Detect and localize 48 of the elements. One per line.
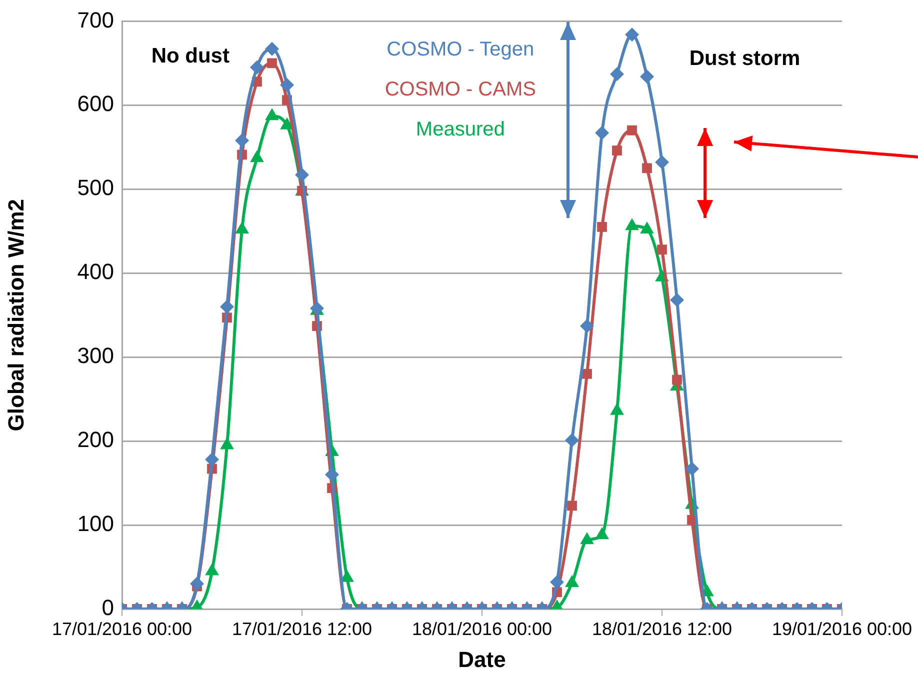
point [595,126,609,140]
x-tick-label: 18/01/2016 12:00 [592,618,732,639]
y-tick-label: 700 [77,7,114,32]
annotation: Dust storm [689,47,800,70]
y-tick-label: 100 [77,511,114,536]
y-tick-label: 300 [77,343,114,368]
point [610,67,624,82]
y-tick-label: 0 [102,595,114,620]
y-tick-label: 400 [77,259,114,284]
y-tick-label: 200 [77,427,114,452]
text: Measured [416,118,505,141]
x-axis-title: Date [458,646,506,672]
point [235,133,249,148]
point [610,402,624,415]
point [250,60,264,74]
y-tick-label: 500 [77,175,114,200]
point [595,527,609,540]
point [672,374,682,385]
y-tick-label: 600 [77,91,114,116]
point [627,125,637,136]
point [657,244,667,255]
point [280,78,294,92]
point [265,42,279,56]
point [655,155,669,170]
point [220,300,234,314]
annotation: No dust [151,44,230,68]
x-tick-label: 19/01/2016 00:00 [772,618,912,639]
point [565,574,579,587]
point [582,368,592,379]
point [580,319,594,334]
point [580,532,594,544]
point [612,146,622,156]
y-axis-title: Global radiation W/m2 [3,198,28,432]
x-tick-label: 17/01/2016 00:00 [52,618,192,639]
point [640,70,654,84]
point [670,292,684,307]
point [597,222,607,232]
point [205,563,219,576]
point [220,437,234,450]
point [642,163,652,174]
point [295,168,309,182]
text: COSMO - Tegen [386,38,534,61]
x-tick-label: 17/01/2016 12:00 [232,618,372,639]
point [267,58,277,68]
x-tick-label: 18/01/2016 00:00 [412,618,552,639]
point [625,218,639,230]
text: COSMO - CAMS [384,78,536,101]
point [625,28,639,42]
